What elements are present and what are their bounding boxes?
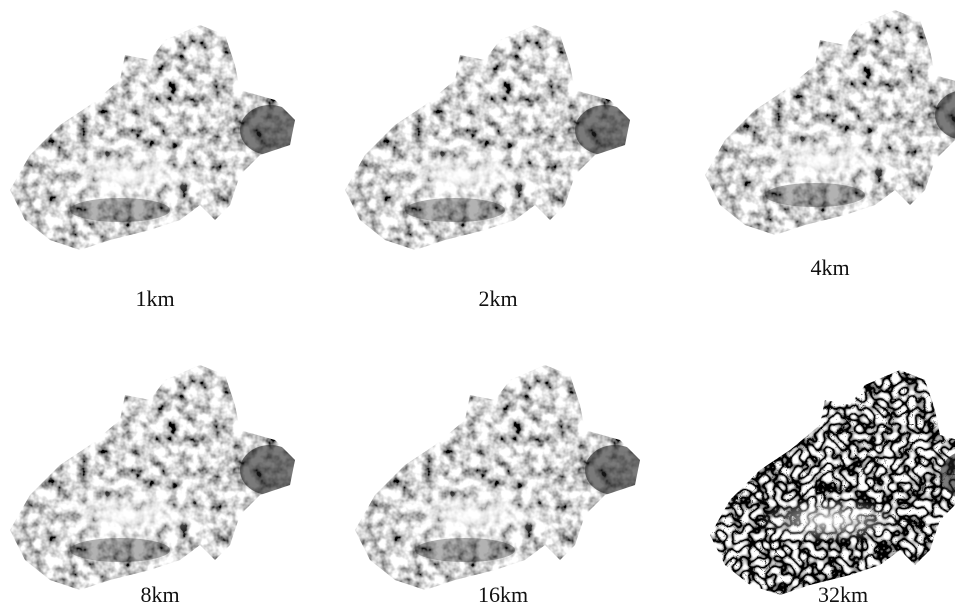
- map-image: [695, 0, 955, 240]
- panel-label: 4km: [810, 255, 849, 280]
- panel-label: 2km: [478, 286, 517, 311]
- figure: 1km 2km 4km 8km 16km 32km: [0, 0, 955, 611]
- page: Maps at six resolutions {"panels": [{"la…: [0, 0, 955, 611]
- panel-label: 16km: [478, 582, 528, 607]
- panel-label: 1km: [135, 286, 174, 311]
- map-image: [0, 5, 300, 255]
- panel-label: 8km: [140, 582, 179, 607]
- map-image: [335, 5, 635, 255]
- map-image: [700, 350, 955, 600]
- body: 1km 2km 4km 8km 16km 32km (() => { const…: [0, 0, 955, 611]
- map-image: [345, 345, 645, 595]
- panel-label: 32km: [818, 582, 868, 607]
- map-image: [0, 345, 300, 595]
